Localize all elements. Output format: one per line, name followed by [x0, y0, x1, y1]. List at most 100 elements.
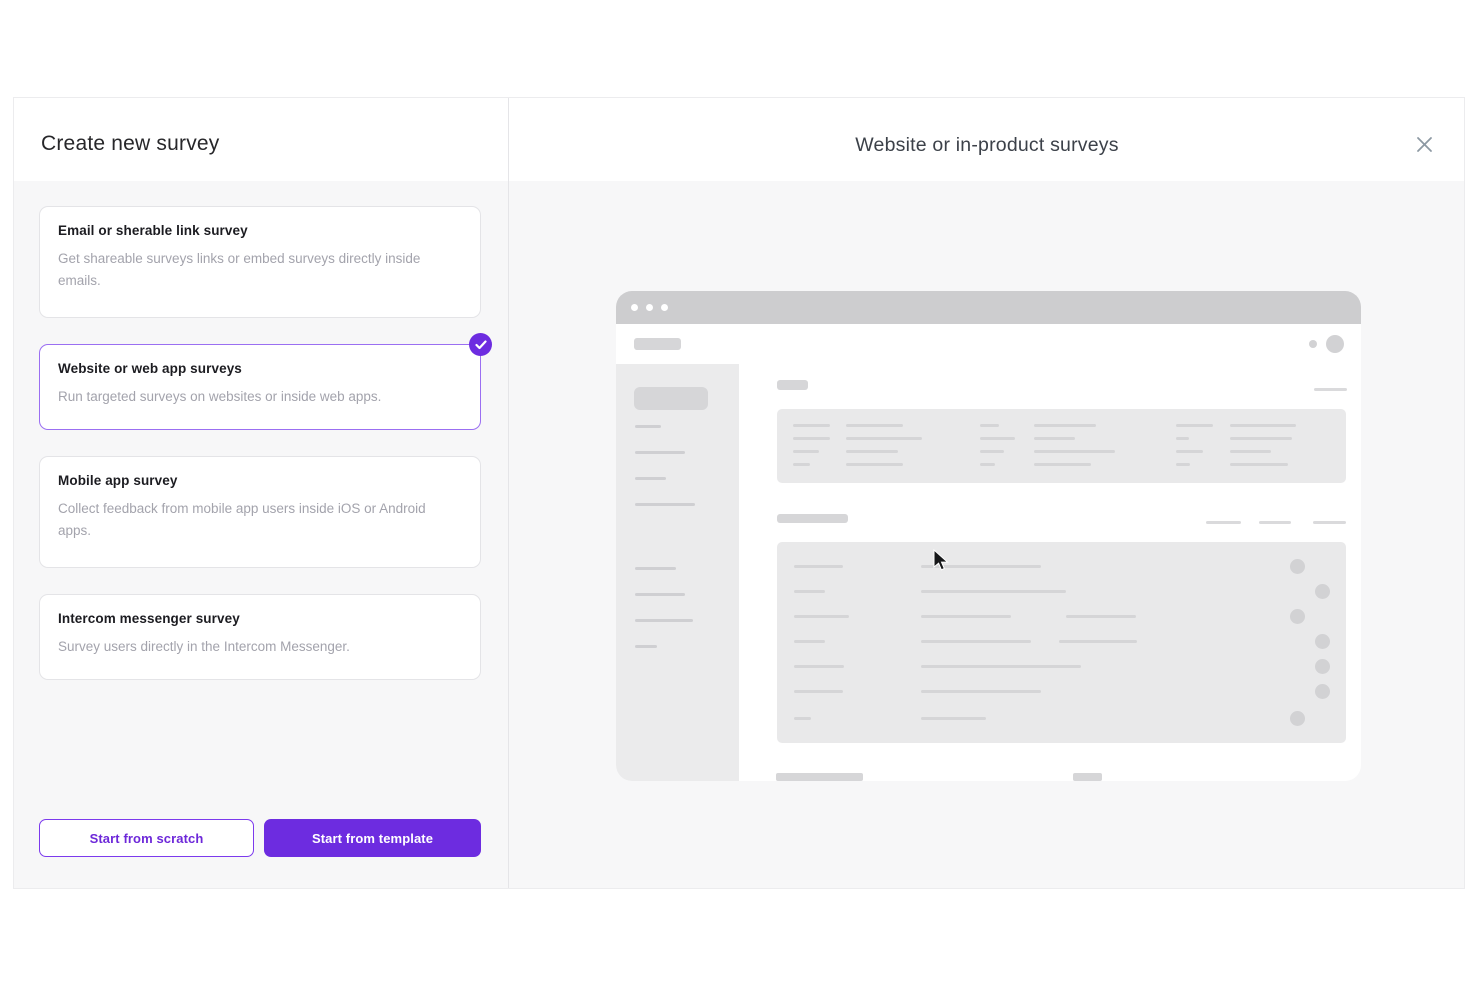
option-card-email-link-survey[interactable]: Email or sherable link survey Get sharea…: [39, 206, 481, 318]
selected-check-badge: [469, 333, 492, 356]
close-icon: [1416, 136, 1432, 152]
nav-item-placeholder: [635, 477, 666, 480]
panel-divider: [508, 98, 509, 888]
option-description: Get shareable surveys links or embed sur…: [58, 251, 421, 288]
skeleton-line: [1230, 463, 1288, 466]
close-button[interactable]: [1408, 128, 1440, 160]
skeleton-line: [1176, 463, 1190, 466]
skeleton-line: [793, 463, 810, 466]
browser-titlebar: [616, 291, 1361, 324]
nav-item-placeholder: [635, 503, 695, 506]
skeleton-line: [846, 450, 898, 453]
option-title: Email or sherable link survey: [58, 223, 248, 238]
skeleton-line: [1066, 615, 1136, 618]
logo-placeholder: [634, 338, 681, 350]
option-card-intercom-messenger-survey[interactable]: Intercom messenger survey Survey users d…: [39, 594, 481, 680]
option-description: Run targeted surveys on websites or insi…: [58, 389, 382, 404]
skeleton-line: [921, 565, 1041, 568]
link-placeholder: [1314, 388, 1347, 391]
option-card-mobile-app-survey[interactable]: Mobile app survey Collect feedback from …: [39, 456, 481, 568]
page-title: Create new survey: [41, 132, 220, 155]
skeleton-line: [980, 450, 1004, 453]
row-circle-placeholder: [1315, 659, 1330, 674]
browser-mockup: [616, 291, 1361, 781]
skeleton-line: [846, 437, 922, 440]
mouse-cursor: [933, 549, 949, 571]
row-circle-placeholder: [1290, 609, 1305, 624]
nav-item-placeholder: [635, 645, 657, 648]
tab-placeholder: [1259, 521, 1291, 524]
tab-placeholder: [1313, 521, 1346, 524]
skeleton-line: [793, 450, 819, 453]
row-circle-placeholder: [1315, 684, 1330, 699]
skeleton-line: [846, 424, 903, 427]
skeleton-line: [794, 590, 825, 593]
option-description: Collect feedback from mobile app users i…: [58, 501, 426, 538]
skeleton-line: [846, 463, 903, 466]
content-title-placeholder: [777, 380, 808, 390]
traffic-light-dot: [661, 304, 668, 311]
skeleton-line: [1034, 450, 1115, 453]
option-title: Mobile app survey: [58, 473, 178, 488]
notification-dot-placeholder: [1309, 340, 1317, 348]
preview-panel: Website or in-product surveys: [508, 98, 1466, 890]
traffic-light-dot: [646, 304, 653, 311]
option-card-website-web-app-surveys[interactable]: Website or web app surveys Run targeted …: [39, 333, 492, 430]
row-circle-placeholder: [1315, 584, 1330, 599]
option-description: Survey users directly in the Intercom Me…: [58, 639, 350, 654]
skeleton-line: [1059, 640, 1137, 643]
create-survey-modal: Create new survey Email or sherable link…: [13, 97, 1465, 889]
skeleton-line: [794, 690, 843, 693]
skeleton-line: [921, 615, 1011, 618]
skeleton-line: [793, 437, 830, 440]
nav-item-placeholder: [635, 451, 685, 454]
option-title: Website or web app surveys: [58, 361, 242, 376]
sidebar-button-placeholder: [634, 387, 708, 410]
skeleton-line: [1034, 463, 1091, 466]
traffic-light-dot: [631, 304, 638, 311]
nav-item-placeholder: [635, 593, 685, 596]
skeleton-line: [1034, 424, 1096, 427]
list-skeleton-panel: [777, 542, 1346, 743]
skeleton-line: [1176, 424, 1213, 427]
tab-placeholder: [1206, 521, 1241, 524]
skeleton-line: [921, 590, 1066, 593]
start-from-template-button[interactable]: Start from template: [264, 819, 481, 857]
skeleton-line: [921, 717, 986, 720]
skeleton-line: [1230, 450, 1271, 453]
skeleton-line: [921, 665, 1081, 668]
sidebar-skeleton: [616, 364, 739, 781]
preview-title: Website or in-product surveys: [855, 134, 1119, 156]
footer-bar-placeholder: [1073, 773, 1102, 781]
nav-item-placeholder: [635, 425, 661, 428]
skeleton-line: [794, 615, 849, 618]
skeleton-line: [793, 424, 830, 427]
skeleton-line: [1176, 450, 1203, 453]
skeleton-line: [921, 640, 1031, 643]
skeleton-line: [1230, 437, 1292, 440]
skeleton-line: [794, 640, 825, 643]
nav-item-placeholder: [635, 567, 676, 570]
skeleton-line: [980, 463, 995, 466]
nav-item-placeholder: [635, 619, 693, 622]
option-title: Intercom messenger survey: [58, 611, 240, 626]
skeleton-line: [794, 665, 844, 668]
skeleton-line: [794, 565, 843, 568]
avatar-placeholder: [1326, 335, 1344, 353]
check-icon: [474, 339, 487, 349]
skeleton-line: [980, 424, 999, 427]
section-title-placeholder: [777, 514, 848, 523]
skeleton-line: [1230, 424, 1296, 427]
start-from-scratch-button[interactable]: Start from scratch: [39, 819, 254, 857]
table-skeleton-panel: [777, 409, 1346, 483]
row-circle-placeholder: [1315, 634, 1330, 649]
skeleton-line: [980, 437, 1015, 440]
skeleton-line: [1176, 437, 1189, 440]
skeleton-line: [1034, 437, 1075, 440]
skeleton-line: [921, 690, 1041, 693]
row-circle-placeholder: [1290, 559, 1305, 574]
skeleton-line: [794, 717, 811, 720]
footer-bar-placeholder: [776, 773, 863, 781]
row-circle-placeholder: [1290, 711, 1305, 726]
